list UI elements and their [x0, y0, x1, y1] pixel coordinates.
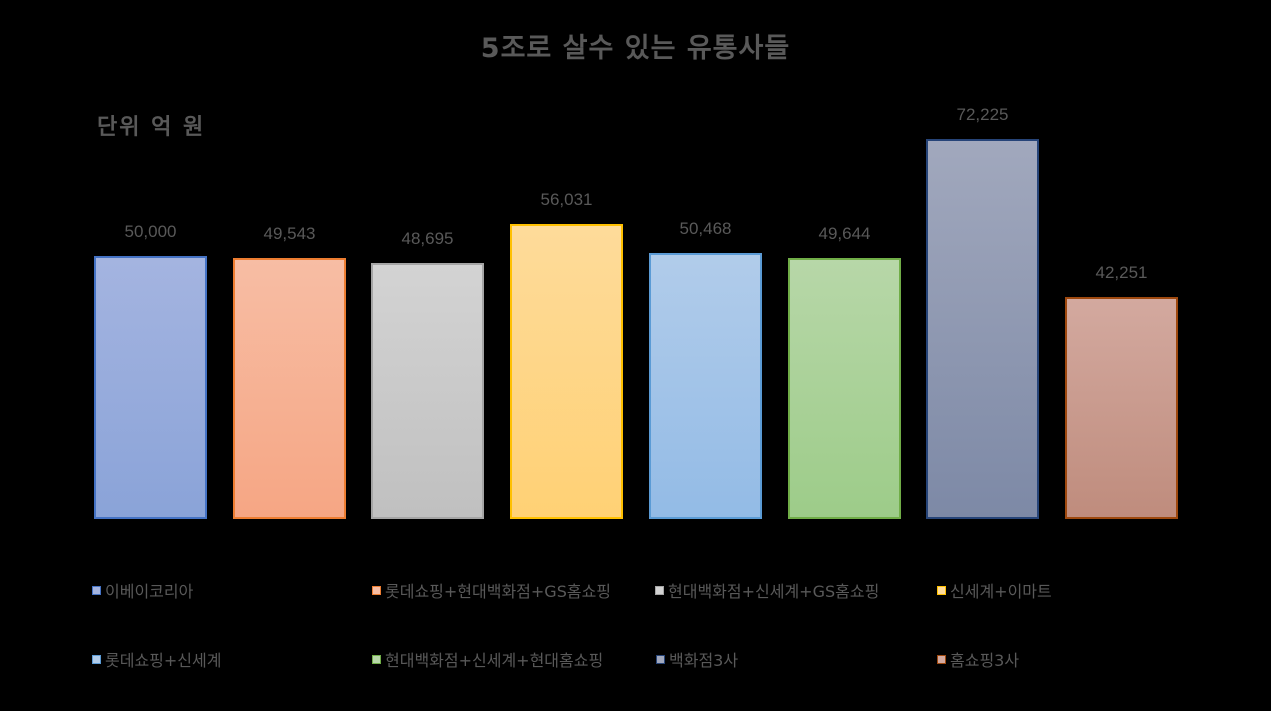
legend-item: 현대백화점+신세계+현대홈쇼핑	[372, 647, 603, 671]
unit-label: 단위 억 원	[97, 115, 206, 140]
legend-swatch-icon	[937, 585, 946, 595]
bar	[926, 139, 1039, 519]
legend-item: 백화점3사	[656, 647, 738, 671]
legend-label: 현대백화점+신세계+GS홈쇼핑	[668, 582, 880, 601]
bar	[233, 258, 346, 519]
data-label: 72,225	[956, 105, 1009, 124]
bar	[94, 256, 207, 519]
data-label: 50,000	[124, 222, 177, 241]
data-label: 49,644	[818, 224, 871, 243]
legend-label: 백화점3사	[669, 651, 739, 670]
data-label: 42,251	[1095, 263, 1148, 282]
legend-swatch-icon	[92, 654, 101, 664]
legend-label: 신세계+이마트	[950, 582, 1052, 601]
chart-title: 5조로 살수 있는 유통사들	[480, 33, 791, 64]
legend-label: 롯데쇼핑+현대백화점+GS홈쇼핑	[385, 582, 612, 601]
bar	[510, 224, 623, 519]
data-label: 56,031	[540, 190, 593, 209]
legend-label: 롯데쇼핑+신세계	[105, 651, 222, 670]
legend-label: 홈쇼핑3사	[950, 651, 1020, 670]
data-label: 50,468	[679, 219, 732, 238]
legend-item: 홈쇼핑3사	[937, 647, 1019, 671]
data-label: 49,543	[263, 224, 316, 243]
legend-swatch-icon	[372, 654, 381, 664]
legend-label: 현대백화점+신세계+현대홈쇼핑	[385, 651, 604, 670]
legend-swatch-icon	[937, 654, 946, 664]
bar	[1065, 297, 1178, 519]
data-label: 48,695	[401, 229, 454, 248]
legend-label: 이베이코리아	[105, 582, 194, 601]
legend-item: 신세계+이마트	[937, 578, 1052, 602]
legend-swatch-icon	[372, 585, 381, 595]
legend-item: 현대백화점+신세계+GS홈쇼핑	[655, 578, 879, 602]
legend-swatch-icon	[655, 585, 664, 595]
legend-item: 롯데쇼핑+신세계	[92, 647, 221, 671]
legend-item: 롯데쇼핑+현대백화점+GS홈쇼핑	[372, 578, 611, 602]
legend-swatch-icon	[92, 585, 101, 595]
legend-swatch-icon	[656, 654, 665, 664]
legend-item: 이베이코리아	[92, 578, 193, 602]
bar	[371, 263, 484, 519]
bar	[649, 253, 762, 519]
bar	[788, 258, 901, 519]
